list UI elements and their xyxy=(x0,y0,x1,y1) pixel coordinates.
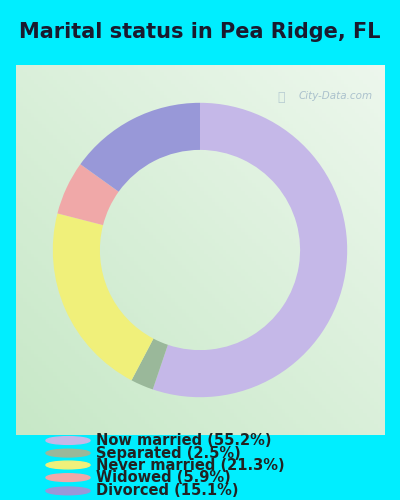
Text: Now married (55.2%): Now married (55.2%) xyxy=(96,433,272,448)
Circle shape xyxy=(46,436,90,444)
Text: Never married (21.3%): Never married (21.3%) xyxy=(96,458,285,472)
Circle shape xyxy=(46,461,90,469)
Wedge shape xyxy=(80,103,200,192)
Wedge shape xyxy=(53,214,154,380)
Text: Widowed (5.9%): Widowed (5.9%) xyxy=(96,470,231,485)
Wedge shape xyxy=(58,164,119,225)
Circle shape xyxy=(46,487,90,495)
Text: Separated (2.5%): Separated (2.5%) xyxy=(96,446,241,460)
Circle shape xyxy=(46,474,90,482)
Text: Marital status in Pea Ridge, FL: Marital status in Pea Ridge, FL xyxy=(19,22,381,42)
Text: Divorced (15.1%): Divorced (15.1%) xyxy=(96,484,238,498)
Circle shape xyxy=(46,449,90,457)
Wedge shape xyxy=(153,103,347,397)
Text: City-Data.com: City-Data.com xyxy=(299,91,373,101)
Text: ⌕: ⌕ xyxy=(277,91,285,104)
Wedge shape xyxy=(132,338,168,390)
